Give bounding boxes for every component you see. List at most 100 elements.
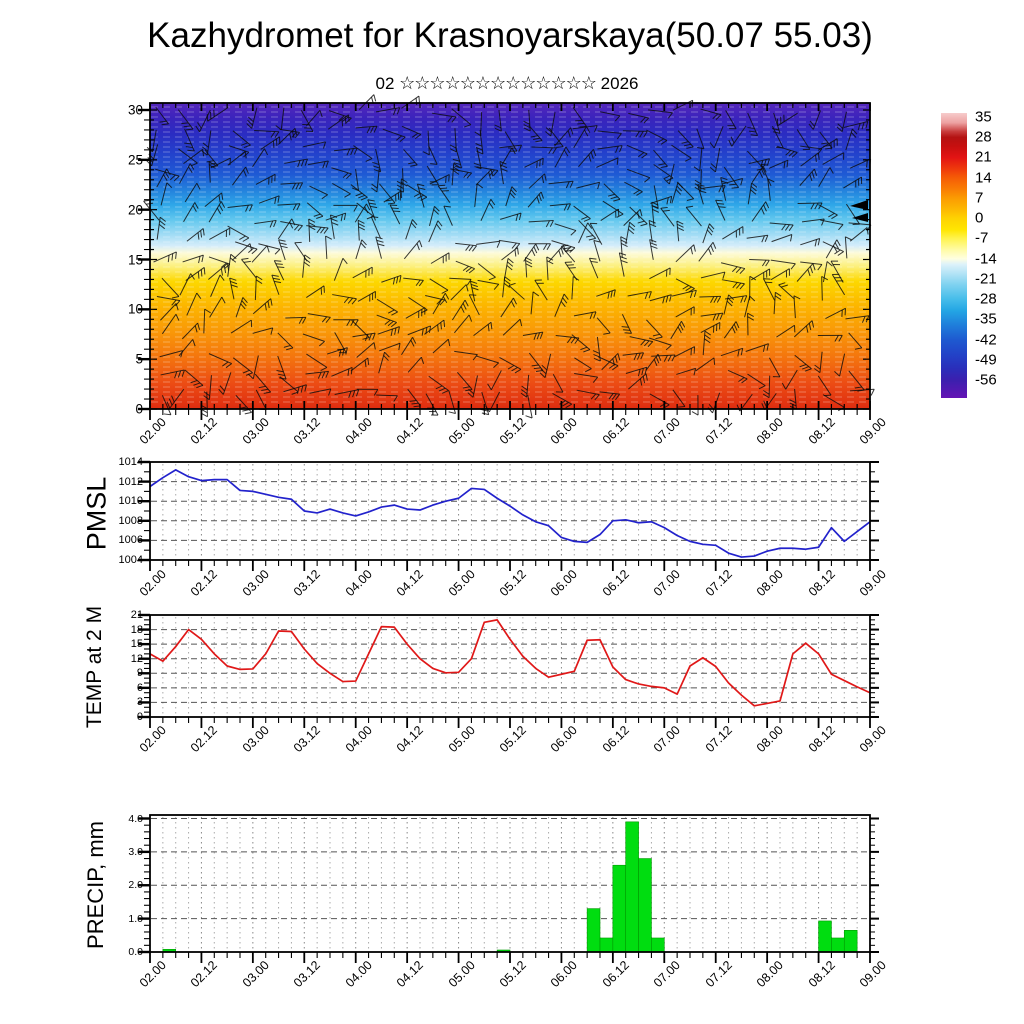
- wind-barb-feather: [750, 189, 757, 195]
- wind-barb-feather: [244, 151, 247, 159]
- wind-barb-feather: [375, 236, 383, 240]
- wind-barb: [600, 111, 621, 117]
- wind-barb-feather: [589, 257, 597, 260]
- wind-barb-feather: [247, 116, 254, 123]
- wind-barb-feather: [463, 172, 469, 178]
- wind-barb-feather: [590, 393, 597, 400]
- wind-barb-feather: [515, 214, 519, 222]
- wind-barb-feather: [712, 242, 717, 249]
- wind-barb-feather: [541, 364, 548, 371]
- temp-line: [149, 619, 871, 707]
- wind-barb-feather: [291, 218, 296, 226]
- wind-barb: [210, 157, 231, 169]
- wind-barb-feather: [274, 131, 280, 138]
- wind-barb-feather: [728, 294, 735, 300]
- wind-barb-feather: [185, 146, 193, 148]
- wind-barb-feather: [508, 282, 516, 286]
- wind-barb-feather: [470, 280, 478, 284]
- wind-barb-feather: [445, 176, 447, 184]
- wind-barb-feather: [640, 116, 646, 123]
- wind-barb-feather: [511, 147, 516, 155]
- wind-barb-feather: [464, 299, 469, 307]
- wind-barb-feather: [542, 158, 544, 166]
- wind-barb-feather: [788, 151, 795, 157]
- wind-barb-feather: [372, 165, 380, 169]
- wind-barb-feather: [292, 203, 297, 211]
- wind-barb-feather: [338, 349, 342, 357]
- wind-barb-feather: [177, 370, 182, 378]
- wind-barb-feather: [642, 376, 646, 384]
- wind-barb-feather: [861, 316, 866, 323]
- wind-barb-feather: [219, 385, 225, 392]
- wind-barb-feather: [530, 135, 538, 138]
- wind-barb-feather: [817, 264, 823, 271]
- wind-barb-feather: [686, 146, 694, 149]
- wind-barb-feather: [592, 350, 600, 354]
- wind-barb: [822, 394, 845, 408]
- wind-barb-feather: [722, 271, 726, 279]
- xsec-y-tick-label: 10: [127, 301, 143, 317]
- wind-barb-feather: [392, 277, 396, 285]
- wind-barb-feather: [805, 325, 809, 333]
- wind-barb-feather: [274, 248, 281, 255]
- wind-barb: [356, 342, 375, 358]
- wind-barb-feather: [531, 249, 536, 257]
- wind-barb-feather: [468, 388, 475, 395]
- wind-barb-feather: [799, 363, 807, 368]
- wind-barb-feather: [533, 367, 541, 370]
- wind-barb: [490, 370, 502, 391]
- wind-barb: [443, 205, 453, 226]
- wind-barb-feather: [286, 347, 294, 351]
- xsec-y-tick-label: 20: [127, 202, 143, 218]
- wind-barb: [800, 145, 822, 150]
- wind-barb: [306, 353, 328, 368]
- wind-barb-feather: [371, 216, 379, 219]
- wind-barb-feather: [720, 176, 728, 181]
- wind-barb-feather: [665, 295, 669, 303]
- wind-barb-feather: [762, 393, 770, 399]
- wind-barb-feather: [218, 195, 221, 203]
- wind-barb-feather: [202, 228, 205, 236]
- wind-barb-feather: [447, 116, 453, 123]
- wind-barb-feather: [741, 378, 748, 384]
- wind-barb-feather: [715, 114, 722, 120]
- wind-barb-feather: [330, 218, 338, 222]
- colorbar-tick-label: 14: [975, 169, 992, 187]
- wind-barb-feather: [343, 297, 350, 304]
- wind-barb: [450, 284, 467, 301]
- wind-barb-feather: [302, 317, 307, 324]
- wind-barb-feather: [275, 263, 283, 265]
- wind-barb-feather: [657, 138, 664, 144]
- wind-barb-feather: [241, 300, 247, 307]
- wind-barb-feather: [503, 282, 511, 288]
- wind-barb-feather: [168, 398, 173, 406]
- wind-barb-feather: [710, 245, 714, 252]
- wind-barb-feather: [831, 214, 838, 220]
- wind-barb: [771, 125, 784, 149]
- wind-barb-feather: [669, 196, 673, 204]
- wind-barb-feather: [430, 163, 438, 165]
- wind-barb-feather: [270, 327, 274, 335]
- wind-barb-feather: [520, 389, 528, 395]
- wind-barb-feather: [221, 192, 224, 200]
- wind-barb-feather: [190, 162, 198, 167]
- wind-barb-feather: [639, 209, 643, 217]
- wind-barb-feather: [649, 223, 657, 228]
- wind-barb-feather: [774, 295, 782, 301]
- wind-barb-feather: [298, 317, 303, 324]
- wind-barb-feather: [608, 393, 614, 400]
- wind-barb: [332, 183, 351, 195]
- wind-barb-feather: [865, 121, 869, 129]
- wind-barb-feather: [747, 312, 754, 318]
- wind-barb-feather: [764, 235, 769, 242]
- wind-barb-feather: [727, 297, 734, 304]
- wind-barb-feather: [241, 257, 249, 260]
- wind-barb-feather: [783, 161, 786, 169]
- wind-barb: [749, 259, 770, 261]
- wind-barb-feather: [322, 141, 327, 149]
- wind-barb-feather: [220, 262, 227, 268]
- wind-barb-feather: [650, 242, 658, 246]
- wind-barb: [822, 261, 828, 283]
- wind-barb-feather: [821, 276, 829, 281]
- wind-barb-feather: [437, 220, 443, 227]
